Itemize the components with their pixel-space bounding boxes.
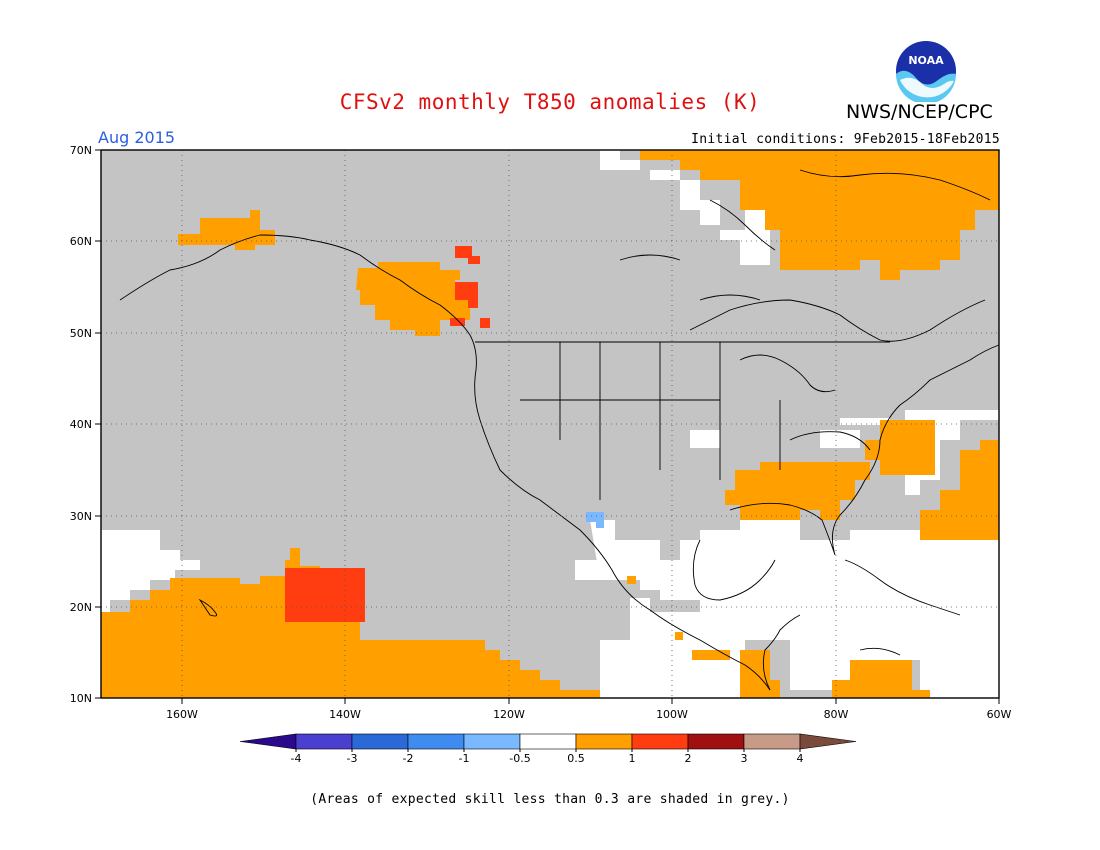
axis-ticks xyxy=(95,149,1000,704)
colorbar-swatch xyxy=(407,733,465,750)
organization-label: NWS/NCEP/CPC xyxy=(846,101,993,123)
colorbar-swatch xyxy=(743,733,801,750)
colorbar-tick-label: 2 xyxy=(685,752,692,765)
colorbar-swatch xyxy=(295,733,353,750)
lat-label-50n: 50N xyxy=(70,327,92,340)
colorbar-tick-label: -4 xyxy=(291,752,302,765)
colorbar-swatch xyxy=(463,733,521,750)
chart-title: CFSv2 monthly T850 anomalies (K) xyxy=(339,90,761,114)
colorbar-swatch xyxy=(631,733,689,750)
colorbar-low-arrow xyxy=(239,733,297,750)
lat-label-20n: 20N xyxy=(70,601,92,614)
colorbar-swatch xyxy=(575,733,633,750)
noaa-logo-text: NOAA xyxy=(908,54,944,67)
lon-label-60w: 60W xyxy=(987,708,1012,721)
lat-label-40n: 40N xyxy=(70,418,92,431)
noaa-logo: NOAA xyxy=(896,41,956,102)
colorbar-swatch xyxy=(351,733,409,750)
lon-label-140w: 140W xyxy=(329,708,361,721)
lon-label-120w: 120W xyxy=(493,708,525,721)
lat-label-70n: 70N xyxy=(70,144,92,157)
colorbar-tick-label: -0.5 xyxy=(509,752,530,765)
lon-label-100w: 100W xyxy=(656,708,688,721)
colorbar-tick-label: 4 xyxy=(797,752,804,765)
positive-anomaly-0-5-to-1 xyxy=(101,150,999,698)
positive-anomaly-1-to-2 xyxy=(285,246,490,622)
colorbar-tick-label: 0.5 xyxy=(567,752,585,765)
colorbar-tick-label: -3 xyxy=(347,752,358,765)
colorbar-swatch xyxy=(687,733,745,750)
colorbar-tick-label: -2 xyxy=(403,752,414,765)
valid-month-label: Aug 2015 xyxy=(98,128,176,147)
lat-label-10n: 10N xyxy=(70,692,92,705)
lon-label-80w: 80W xyxy=(824,708,849,721)
colorbar: -4 -3 -2 -1 -0.5 0.5 1 2 3 4 xyxy=(239,733,857,765)
colorbar-high-arrow xyxy=(799,733,857,750)
lat-label-30n: 30N xyxy=(70,510,92,523)
coastlines-and-borders xyxy=(119,169,1000,691)
lat-label-60n: 60N xyxy=(70,235,92,248)
initial-conditions-label: Initial conditions: 9Feb2015-18Feb2015 xyxy=(691,132,1000,147)
colorbar-tick-label: 1 xyxy=(629,752,636,765)
skill-caption: (Areas of expected skill less than 0.3 a… xyxy=(310,792,790,807)
negative-anomaly-region xyxy=(586,512,604,528)
lon-label-160w: 160W xyxy=(166,708,198,721)
colorbar-swatch xyxy=(519,733,577,750)
colorbar-tick-label: -1 xyxy=(459,752,470,765)
colorbar-tick-label: 3 xyxy=(741,752,748,765)
